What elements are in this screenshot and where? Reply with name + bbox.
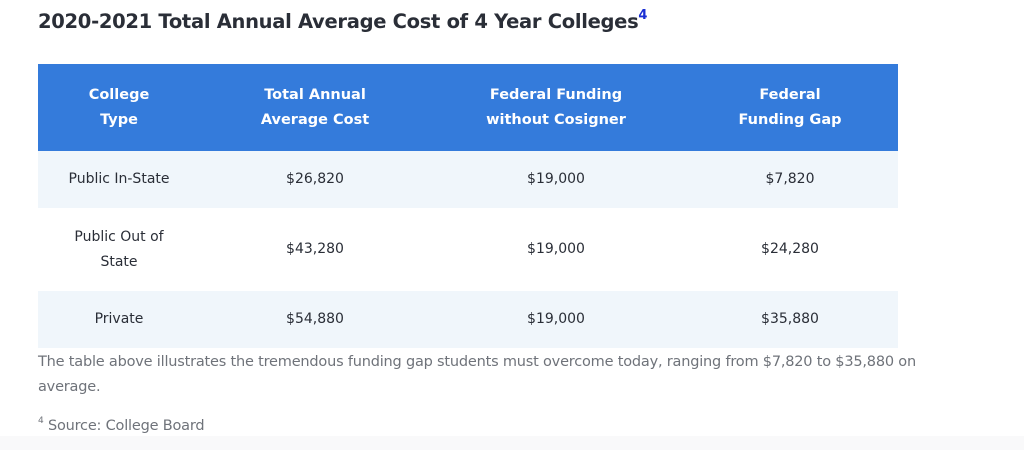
- table-header-row: College Type Total Annual Average Cost Fed…: [38, 64, 898, 151]
- column-header-federal-funding: Federal Funding without Cosigner: [486, 86, 626, 128]
- source-text: Source: College Board: [43, 418, 205, 434]
- total-cost-cell: $54,880: [286, 311, 344, 327]
- funding-gap-cell: $35,880: [761, 311, 819, 327]
- table-row: Private $54,880 $19,000 $35,880: [38, 291, 898, 348]
- federal-funding-cell: $19,000: [527, 311, 585, 327]
- table-row: Public In-State $26,820 $19,000 $7,820: [38, 151, 898, 208]
- column-header-total-cost: Total Annual Average Cost: [260, 86, 370, 128]
- college-type-cell: Public In-State: [68, 171, 170, 187]
- column-header-college-type: College Type: [88, 86, 150, 128]
- column-header-funding-gap: Federal Funding Gap: [738, 86, 842, 128]
- table-summary-note: The table above illustrates the tremendo…: [38, 354, 916, 395]
- title-text: 2020-2021 Total Annual Average Cost of 4…: [38, 10, 639, 33]
- federal-funding-cell: $19,000: [527, 241, 585, 257]
- funding-gap-cell: $24,280: [761, 241, 819, 257]
- footnote-number: 4: [38, 416, 44, 426]
- page-bottom-edge: [0, 436, 1024, 450]
- table-row: Public Out of State $43,280 $19,000 $24,2…: [38, 208, 898, 291]
- total-cost-cell: $43,280: [286, 241, 344, 257]
- total-cost-cell: $26,820: [286, 171, 344, 187]
- funding-gap-cell: $7,820: [765, 171, 815, 187]
- footnote-reference-link[interactable]: 4: [638, 8, 648, 23]
- college-type-cell: Private: [94, 311, 144, 327]
- page-title: 2020-2021 Total Annual Average Cost of 4…: [38, 8, 647, 33]
- source-footnote: 4 Source: College Board: [38, 416, 205, 434]
- college-type-cell: Public Out of State: [74, 228, 164, 270]
- college-cost-table: College Type Total Annual Average Cost Fed…: [38, 64, 898, 348]
- federal-funding-cell: $19,000: [527, 171, 585, 187]
